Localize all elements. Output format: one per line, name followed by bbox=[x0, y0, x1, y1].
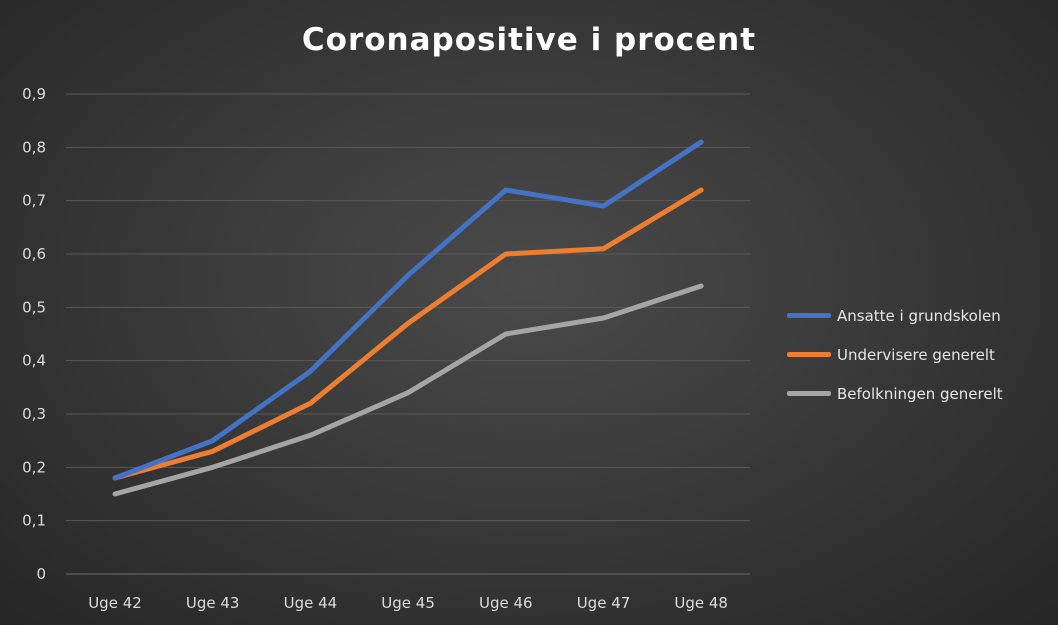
y-tick-label: 0,3 bbox=[22, 405, 46, 423]
legend-label-ansatte: Ansatte i grundskolen bbox=[837, 306, 1001, 325]
y-tick-label: 0,4 bbox=[22, 352, 46, 370]
series-line-2 bbox=[112, 283, 704, 497]
legend-item-ansatte: Ansatte i grundskolen bbox=[787, 296, 1055, 335]
chart-title: Coronapositive i procent bbox=[301, 22, 757, 58]
legend-swatch-befolkningen bbox=[787, 391, 831, 396]
series-line-1 bbox=[112, 187, 704, 481]
y-tick-label: 0,2 bbox=[22, 458, 46, 476]
x-tick-label: Uge 44 bbox=[284, 594, 338, 612]
series-line-0 bbox=[112, 139, 704, 481]
x-tick-label: Uge 47 bbox=[577, 594, 631, 612]
x-tick-label: Uge 42 bbox=[88, 594, 142, 612]
y-tick-label: 0,8 bbox=[22, 138, 46, 156]
x-tick-label: Uge 43 bbox=[186, 594, 240, 612]
legend-swatch-ansatte bbox=[787, 313, 831, 318]
y-tick-label: 0,9 bbox=[22, 85, 46, 103]
x-tick-label: Uge 48 bbox=[674, 594, 728, 612]
legend-label-undervisere: Undervisere generelt bbox=[837, 345, 995, 364]
legend-item-befolkningen: Befolkningen generelt bbox=[787, 374, 1055, 413]
legend-swatch-undervisere bbox=[787, 352, 831, 357]
y-tick-label: 0,6 bbox=[22, 245, 46, 263]
x-tick-label: Uge 46 bbox=[479, 594, 533, 612]
y-tick-label: 0,5 bbox=[22, 298, 46, 316]
y-tick-label: 0,1 bbox=[22, 512, 46, 530]
legend: Ansatte i grundskolen Undervisere genere… bbox=[787, 296, 1055, 413]
legend-label-befolkningen: Befolkningen generelt bbox=[837, 384, 1003, 403]
y-tick-label: 0,7 bbox=[22, 192, 46, 210]
x-tick-label: Uge 45 bbox=[381, 594, 435, 612]
y-tick-label: 0 bbox=[36, 565, 46, 583]
legend-item-undervisere: Undervisere generelt bbox=[787, 335, 1055, 374]
